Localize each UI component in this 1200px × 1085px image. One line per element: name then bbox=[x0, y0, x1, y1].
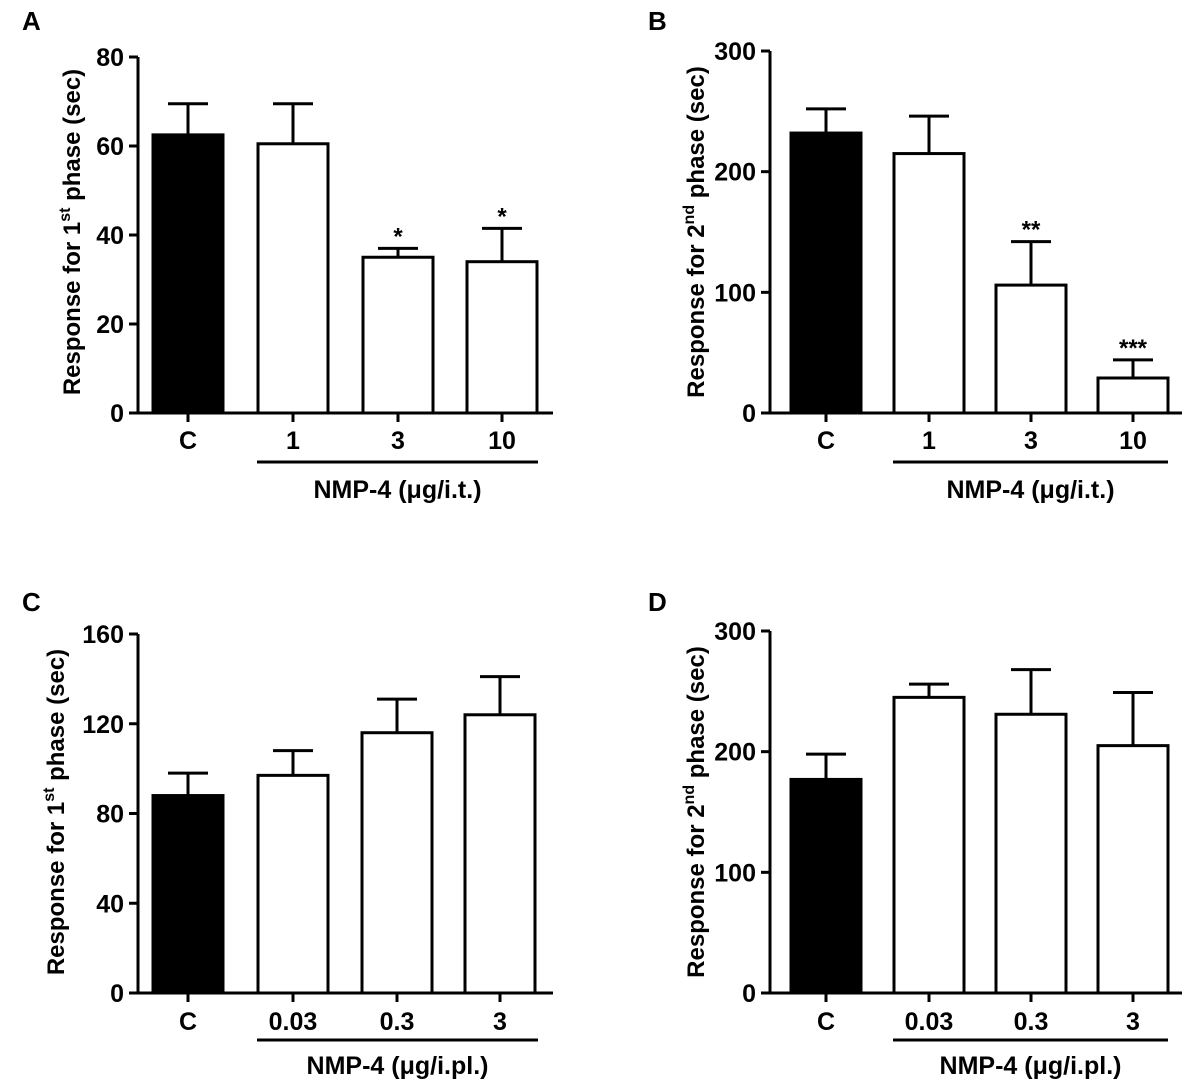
bar bbox=[1096, 376, 1170, 415]
panel-label: D bbox=[648, 587, 667, 617]
y-tick-label: 200 bbox=[714, 739, 756, 767]
x-tick-label: 3 bbox=[1024, 427, 1038, 455]
bar bbox=[994, 712, 1068, 995]
y-axis-label-main: Response for 1 bbox=[43, 802, 70, 975]
x-tick-label: 1 bbox=[286, 427, 300, 455]
y-tick-label: 120 bbox=[82, 711, 124, 739]
x-tick-label: C bbox=[817, 427, 835, 455]
y-axis-label: Response for 1st phase (sec) bbox=[41, 649, 70, 975]
group-label: NMP-4 (μg/i.pl.) bbox=[940, 1052, 1122, 1080]
significance-marker: * bbox=[497, 203, 507, 230]
bar bbox=[463, 713, 537, 995]
y-axis-label-rest: phase (sec) bbox=[683, 66, 710, 205]
y-axis-label-superscript: st bbox=[41, 787, 58, 802]
bar bbox=[361, 255, 435, 415]
bar bbox=[360, 731, 434, 995]
y-tick-label: 100 bbox=[714, 279, 756, 307]
y-tick-label: 0 bbox=[742, 980, 756, 1008]
bar bbox=[151, 794, 225, 995]
bar bbox=[994, 283, 1068, 415]
y-axis-label-rest: phase (sec) bbox=[43, 649, 70, 788]
group-label: NMP-4 (μg/i.pl.) bbox=[307, 1052, 489, 1080]
y-axis-label-superscript: st bbox=[57, 207, 74, 222]
y-axis-label-superscript: nd bbox=[681, 205, 698, 225]
y-tick-label: 0 bbox=[110, 980, 124, 1008]
y-axis-label: Response for 2nd phase (sec) bbox=[681, 66, 710, 398]
bar bbox=[1096, 744, 1170, 995]
x-tick-label: 3 bbox=[493, 1008, 507, 1036]
y-axis-label-rest: phase (sec) bbox=[683, 646, 710, 785]
panel-label: C bbox=[22, 587, 41, 617]
panel-label: A bbox=[22, 6, 41, 36]
bar bbox=[256, 773, 330, 995]
group-label: NMP-4 (μg/i.t.) bbox=[946, 476, 1114, 504]
bar bbox=[256, 142, 330, 415]
x-tick-label: 0.3 bbox=[380, 1008, 415, 1036]
bar bbox=[151, 133, 225, 415]
x-tick-label: 1 bbox=[922, 427, 936, 455]
bar bbox=[465, 260, 539, 415]
x-tick-label: 0.3 bbox=[1014, 1008, 1049, 1036]
x-tick-label: 10 bbox=[1119, 427, 1147, 455]
y-axis-label: Response for 1st phase (sec) bbox=[57, 69, 86, 395]
x-tick-label: C bbox=[179, 427, 197, 455]
y-axis-label-superscript: nd bbox=[681, 785, 698, 805]
y-tick-label: 0 bbox=[742, 400, 756, 428]
panel-label: B bbox=[648, 6, 667, 36]
significance-marker: ** bbox=[1022, 217, 1041, 244]
y-tick-label: 80 bbox=[96, 44, 124, 72]
y-tick-label: 300 bbox=[714, 38, 756, 66]
chart-panel-a: A 0 20 40 60 80 Response for 1st phase (sec) C 1… bbox=[22, 6, 553, 504]
y-axis-label-rest: phase (sec) bbox=[59, 69, 86, 208]
x-tick-label: 0.03 bbox=[269, 1008, 318, 1036]
bar bbox=[892, 152, 966, 415]
y-axis-label-main: Response for 2 bbox=[683, 804, 710, 977]
y-tick-label: 60 bbox=[96, 133, 124, 161]
y-tick-label: 300 bbox=[714, 618, 756, 646]
y-tick-label: 20 bbox=[96, 311, 124, 339]
y-tick-label: 100 bbox=[714, 859, 756, 887]
y-axis-label-main: Response for 1 bbox=[59, 222, 86, 395]
x-tick-label: 0.03 bbox=[905, 1008, 954, 1036]
y-tick-label: 80 bbox=[96, 801, 124, 829]
y-tick-label: 200 bbox=[714, 159, 756, 187]
bar bbox=[789, 131, 863, 415]
x-tick-label: 3 bbox=[391, 427, 405, 455]
group-label: NMP-4 (μg/i.t.) bbox=[313, 476, 481, 504]
y-tick-label: 0 bbox=[110, 400, 124, 428]
y-tick-label: 40 bbox=[96, 222, 124, 250]
bar bbox=[789, 777, 863, 995]
x-tick-label: 10 bbox=[488, 427, 516, 455]
x-tick-label: C bbox=[179, 1008, 197, 1036]
y-tick-label: 40 bbox=[96, 890, 124, 918]
x-tick-label: 3 bbox=[1126, 1008, 1140, 1036]
significance-marker: *** bbox=[1119, 335, 1148, 362]
y-tick-label: 160 bbox=[82, 621, 124, 649]
chart-panel-c: C 0 40 80 120 160 Response for 1st phase (sec)… bbox=[22, 587, 553, 1080]
significance-marker: * bbox=[393, 223, 403, 250]
bar bbox=[892, 695, 966, 995]
y-axis-label-main: Response for 2 bbox=[683, 224, 710, 397]
y-axis-label: Response for 2nd phase (sec) bbox=[681, 646, 710, 978]
x-tick-label: C bbox=[817, 1008, 835, 1036]
